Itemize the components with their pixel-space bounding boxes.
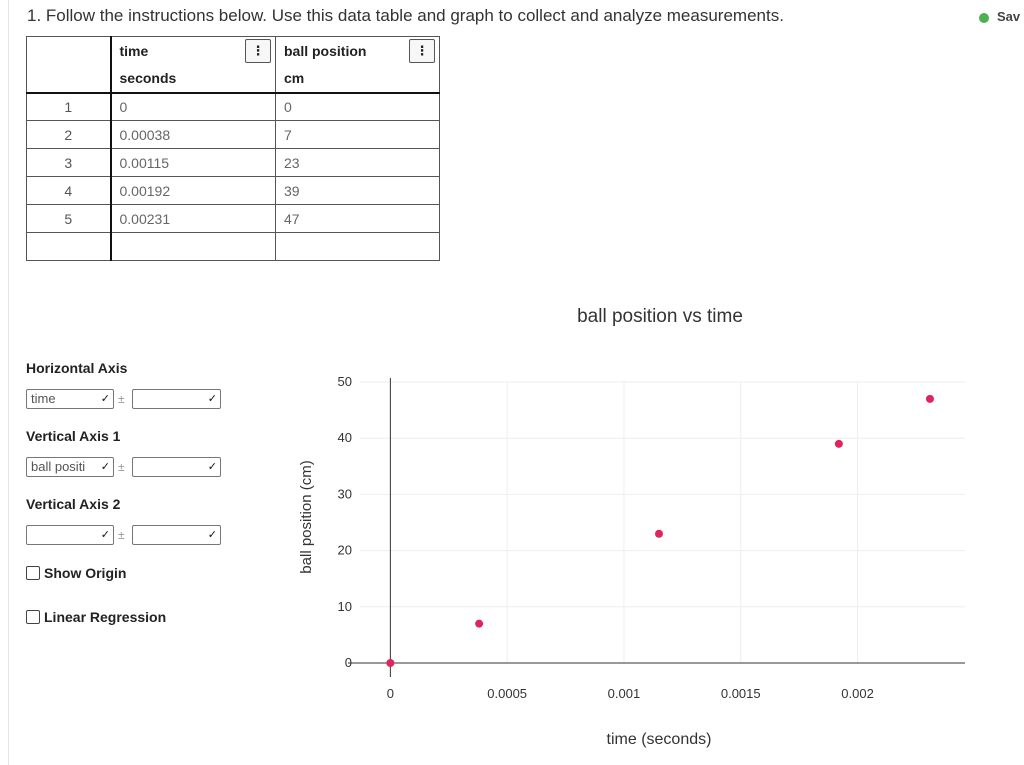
- x-tick-label: 0.0015: [721, 686, 761, 701]
- x-tick-label: 0.001: [608, 686, 641, 701]
- checkbox-icon[interactable]: [26, 566, 40, 580]
- chevron-down-icon: ✓: [207, 529, 217, 541]
- chevron-down-icon: ✓: [207, 461, 217, 473]
- vertical-axis-2-label: Vertical Axis 2: [26, 496, 121, 512]
- cell-time[interactable]: [110, 232, 276, 261]
- row-index: 3: [26, 148, 112, 177]
- y-tick-label: 20: [338, 543, 352, 558]
- column-name-position: ball position: [284, 42, 367, 59]
- data-point: [834, 439, 843, 448]
- cell-position[interactable]: 23: [275, 148, 440, 177]
- vertical-axis-1-value: ball positi: [31, 459, 86, 474]
- column-menu-time-icon[interactable]: ⋮: [245, 39, 271, 63]
- cell-time[interactable]: 0: [110, 92, 276, 121]
- data-point: [475, 619, 484, 628]
- chart-title: ball position vs time: [577, 306, 743, 327]
- y-tick-label: 40: [338, 430, 352, 445]
- data-point: [925, 394, 934, 403]
- show-origin-label: Show Origin: [44, 565, 127, 581]
- table-row: 5 0.00231 47: [26, 204, 440, 233]
- cell-time[interactable]: 0.00231: [110, 204, 276, 233]
- column-menu-position-icon[interactable]: ⋮: [409, 39, 435, 63]
- horizontal-uncertainty-select[interactable]: ✓: [132, 389, 221, 409]
- cell-position[interactable]: 7: [275, 120, 440, 149]
- save-status: Sav: [979, 9, 1020, 24]
- cell-time[interactable]: 0.00115: [110, 148, 276, 177]
- chart-ticks: 0 0.0005 0.001 0.0015 0.002 0 10 20 30 40 50: [338, 374, 874, 701]
- vertical-axis-1-select[interactable]: ball positi ✓: [26, 457, 114, 477]
- plus-minus-icon: ±: [118, 460, 125, 474]
- chevron-down-icon: ✓: [100, 393, 110, 405]
- cell-position[interactable]: 39: [275, 176, 440, 205]
- scatter-chart[interactable]: ball position vs time 0 0.0005 0.001 0.0015…: [280, 290, 980, 760]
- saved-status-icon: [979, 12, 989, 23]
- chevron-down-icon: ✓: [207, 393, 217, 405]
- unit-cell-time[interactable]: seconds: [110, 64, 276, 94]
- left-border: [8, 0, 9, 765]
- y-axis-label: ball position (cm): [298, 460, 315, 573]
- table-row: 1 0 0: [26, 92, 440, 121]
- chart-grid: [360, 381, 965, 663]
- row-index: 4: [26, 176, 112, 205]
- linear-regression-label: Linear Regression: [44, 609, 167, 625]
- show-origin-checkbox[interactable]: Show Origin: [26, 565, 126, 581]
- y-tick-label: 10: [338, 599, 352, 614]
- chevron-down-icon: ✓: [100, 461, 110, 473]
- cell-position[interactable]: 47: [275, 204, 440, 233]
- table-row-empty: [26, 232, 440, 261]
- vertical-2-uncertainty-select[interactable]: ✓: [132, 525, 221, 545]
- plus-minus-icon: ±: [118, 392, 125, 406]
- y-tick-label: 0: [345, 655, 352, 670]
- row-index: 2: [26, 120, 112, 149]
- horizontal-axis-value: time: [31, 391, 56, 406]
- x-axis-label: time (seconds): [607, 731, 712, 748]
- save-status-text: Sav: [997, 9, 1021, 24]
- row-index: [26, 232, 112, 261]
- table-row: 3 0.00115 23: [26, 148, 440, 177]
- table-unit-row: seconds cm: [26, 64, 440, 94]
- unit-cell-position[interactable]: cm: [275, 64, 440, 94]
- cell-time[interactable]: 0.00192: [110, 176, 276, 205]
- cell-position[interactable]: [275, 232, 440, 261]
- x-tick-label: 0: [387, 686, 394, 701]
- table-row: 4 0.00192 39: [26, 176, 440, 205]
- chart-points: [386, 394, 934, 667]
- horizontal-axis-select[interactable]: time ✓: [26, 389, 114, 409]
- vertical-axis-1-label: Vertical Axis 1: [26, 428, 121, 444]
- linear-regression-checkbox[interactable]: Linear Regression: [26, 609, 166, 625]
- y-tick-label: 30: [338, 486, 352, 501]
- cell-time[interactable]: 0.00038: [110, 120, 276, 149]
- table-row: 2 0.00038 7: [26, 120, 440, 149]
- row-index: 1: [26, 92, 112, 121]
- data-table: time ⋮ ball position ⋮ seconds cm 1 0 0 2 …: [26, 36, 440, 261]
- checkbox-icon[interactable]: [26, 610, 40, 624]
- horizontal-axis-label: Horizontal Axis: [26, 360, 128, 376]
- header-corner-cell: [26, 36, 112, 65]
- column-header-position[interactable]: ball position ⋮: [275, 36, 440, 65]
- column-name-time: time: [119, 42, 149, 59]
- column-header-time[interactable]: time ⋮: [110, 36, 276, 65]
- data-point: [654, 529, 663, 538]
- chevron-down-icon: ✓: [100, 529, 110, 541]
- cell-position[interactable]: 0: [275, 92, 440, 121]
- plus-minus-icon: ±: [118, 528, 125, 542]
- vertical-1-uncertainty-select[interactable]: ✓: [132, 457, 221, 477]
- x-tick-label: 0.0005: [487, 686, 527, 701]
- unit-corner-cell: [26, 64, 112, 94]
- vertical-axis-2-select[interactable]: ✓: [26, 525, 114, 545]
- chart-axes: [348, 378, 965, 677]
- y-tick-label: 50: [338, 374, 352, 389]
- data-point: [386, 659, 395, 667]
- table-header-row: time ⋮ ball position ⋮: [26, 36, 440, 65]
- question-text: 1. Follow the instructions below. Use th…: [27, 6, 784, 25]
- x-tick-label: 0.002: [841, 686, 874, 701]
- row-index: 5: [26, 204, 112, 233]
